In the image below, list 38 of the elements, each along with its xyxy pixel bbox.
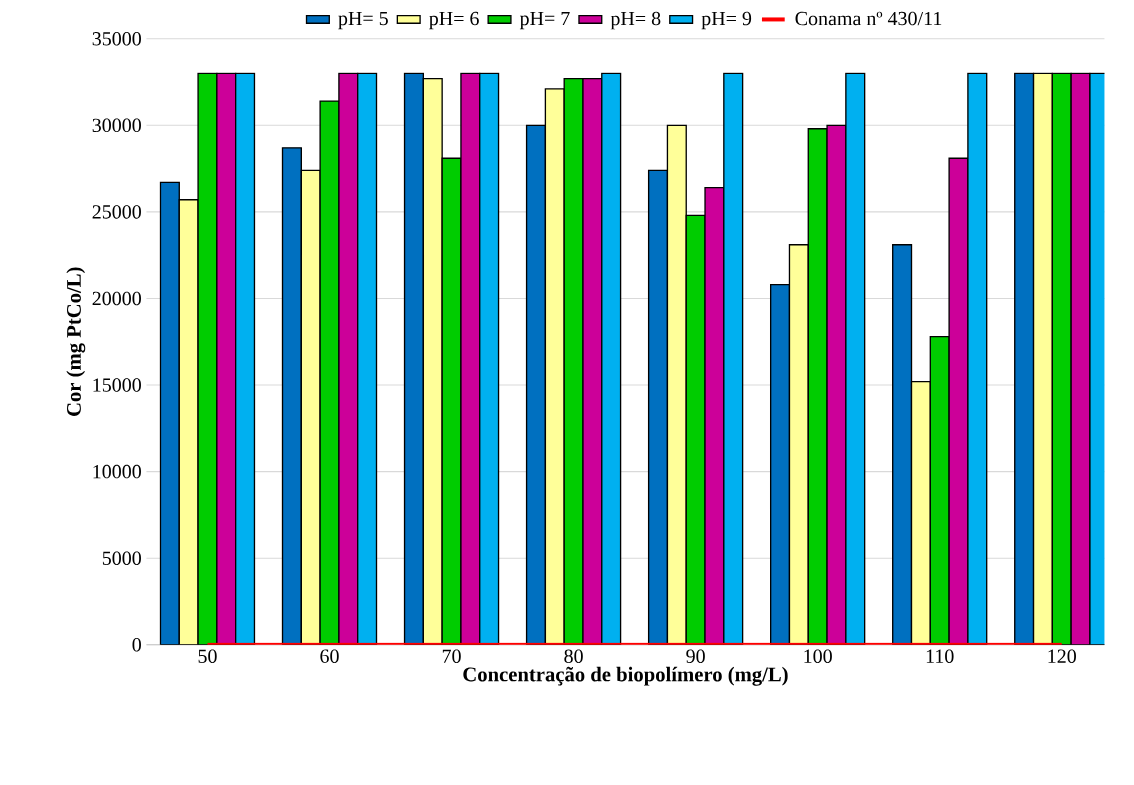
bar (357, 72, 378, 645)
bar (723, 72, 744, 645)
bar (704, 186, 725, 645)
x-tick-label: 70 (442, 649, 461, 663)
x-tick-label: 100 (804, 649, 832, 663)
x-tick-label: 60 (320, 649, 339, 663)
bar (338, 72, 359, 645)
x-tick-label: 120 (1048, 649, 1076, 663)
legend-label: pH= 5 (338, 11, 388, 30)
bar (479, 72, 500, 645)
y-tick-label: 30000 (92, 118, 141, 133)
bar (216, 72, 237, 645)
y-tick-label: 20000 (92, 291, 141, 306)
y-tick-label: 15000 (93, 378, 141, 392)
bar (845, 72, 866, 645)
bar (967, 72, 988, 645)
x-tick-label: 50 (198, 649, 217, 663)
y-tick-label: 25000 (92, 205, 141, 219)
legend-label: pH= 7 (519, 11, 570, 30)
bar (582, 77, 603, 645)
x-tick-label: 110 (926, 649, 954, 663)
legend-label: pH= 9 (701, 11, 752, 30)
bar (601, 72, 622, 645)
legend-label: pH= 8 (610, 11, 661, 30)
y-tick-label: 5000 (102, 551, 141, 565)
bar (948, 157, 969, 645)
x-axis-title: Concentração de biopolímero (mg/L) (463, 666, 788, 686)
legend-label: pH= 6 (429, 11, 479, 30)
bar (235, 72, 256, 645)
y-axis-title: Cor (mg PtCo/L) (66, 267, 86, 416)
legend-label: Conama nº 430/11 (795, 11, 942, 26)
bar (826, 124, 847, 645)
bar (460, 72, 481, 645)
x-tick-label: 80 (564, 649, 583, 663)
y-tick-label: 0 (132, 638, 141, 652)
x-tick-label: 90 (686, 649, 705, 663)
y-tick-label: 10000 (93, 464, 141, 479)
y-tick-label: 35000 (92, 32, 141, 46)
